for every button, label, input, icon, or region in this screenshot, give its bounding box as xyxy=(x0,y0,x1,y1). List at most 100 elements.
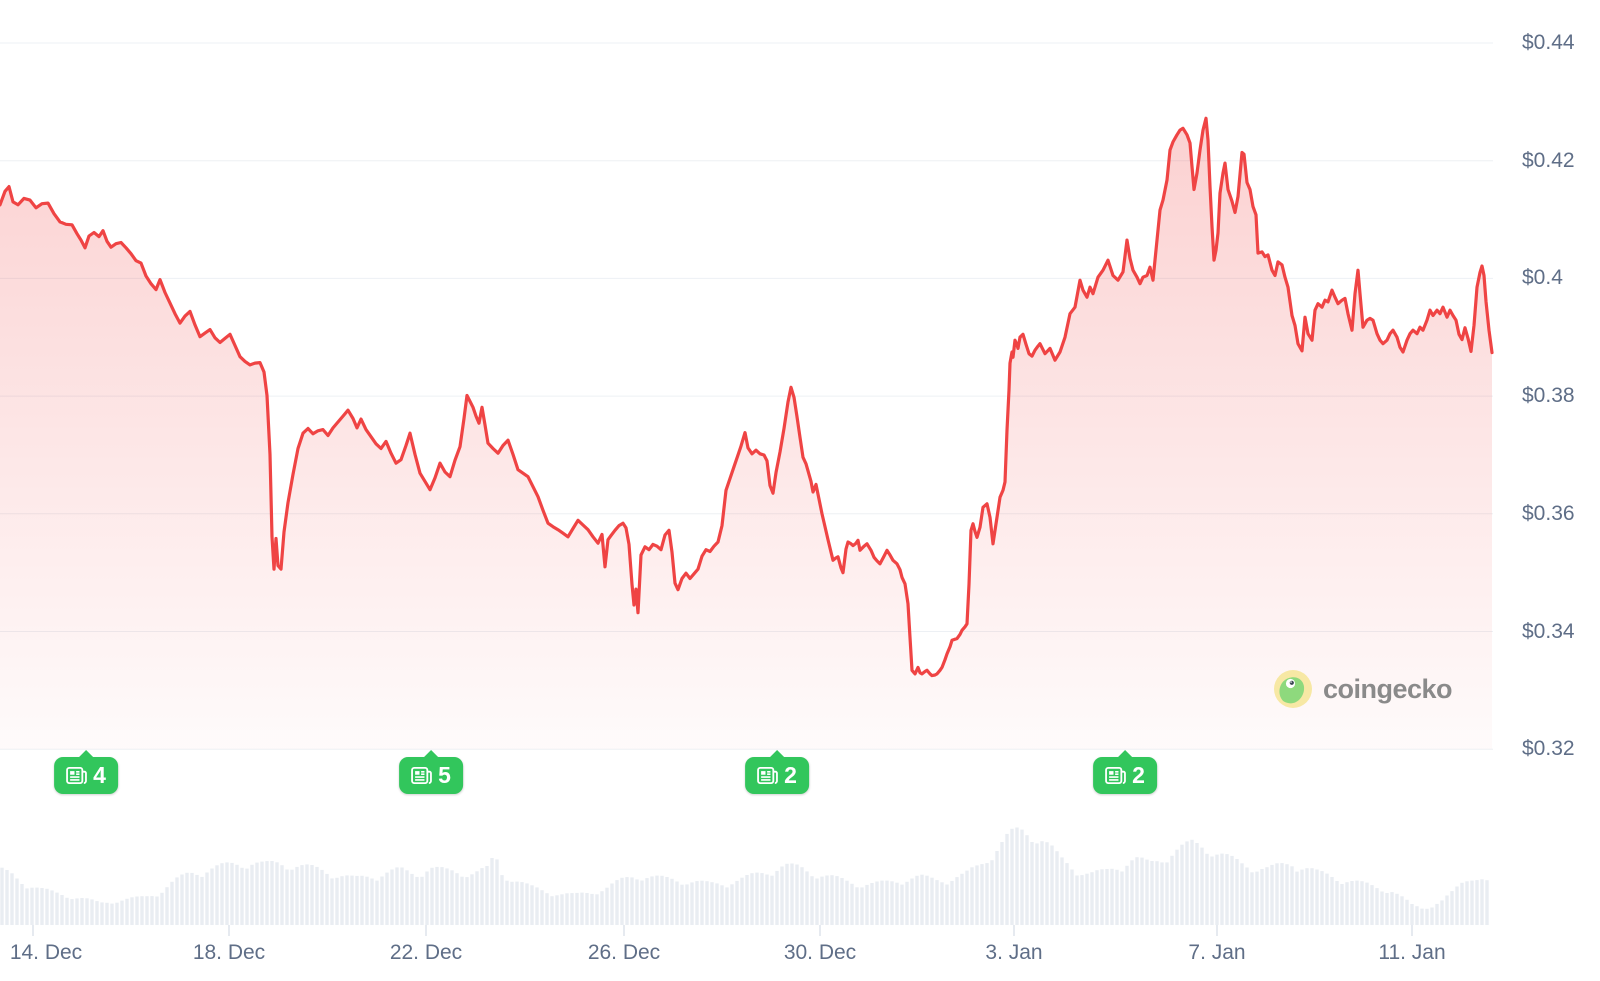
volume-bar xyxy=(635,879,639,925)
volume-bar xyxy=(965,870,969,925)
y-axis-label: $0.44 xyxy=(1522,31,1575,54)
volume-bar xyxy=(345,875,349,925)
volume-bar xyxy=(1320,871,1324,925)
volume-bar xyxy=(0,867,4,925)
x-axis-label: 18. Dec xyxy=(192,941,266,964)
volume-bar xyxy=(445,868,449,925)
volume-bar xyxy=(1310,868,1314,925)
volume-bar xyxy=(875,881,879,925)
volume-bar xyxy=(425,871,429,925)
volume-bar xyxy=(1080,875,1084,925)
volume-bar xyxy=(745,875,749,925)
volume-bar xyxy=(1450,891,1454,925)
volume-bar xyxy=(50,890,54,925)
volume-bar xyxy=(1385,893,1389,925)
volume-bar xyxy=(355,875,359,925)
y-axis-label: $0.34 xyxy=(1522,619,1575,643)
volume-bar xyxy=(230,862,234,925)
volume-bar xyxy=(1330,877,1334,925)
volume-bar xyxy=(1145,859,1149,925)
volume-bar xyxy=(995,851,999,925)
volume-bar xyxy=(5,870,9,925)
news-count: 2 xyxy=(784,762,797,788)
volume-bar xyxy=(615,880,619,925)
volume-bar xyxy=(1415,906,1419,925)
volume-bar xyxy=(1085,873,1089,925)
volume-bar xyxy=(1410,904,1414,925)
volume-bar xyxy=(775,870,779,925)
volume-bar xyxy=(75,898,79,925)
volume-bar xyxy=(815,878,819,925)
volume-bar xyxy=(450,870,454,925)
y-axis-label: $0.32 xyxy=(1522,737,1575,761)
volume-bar xyxy=(570,893,574,925)
volume-bar xyxy=(1200,847,1204,925)
volume-bar xyxy=(340,876,344,925)
news-badge[interactable]: 2 xyxy=(1093,750,1157,794)
volume-bar xyxy=(930,877,934,925)
volume-bar xyxy=(85,898,89,925)
volume-bar xyxy=(1220,853,1224,925)
volume-bar xyxy=(1010,828,1014,925)
volume-bar xyxy=(210,868,214,925)
news-icon xyxy=(411,766,432,784)
volume-bar xyxy=(255,862,259,925)
volume-bar xyxy=(900,884,904,925)
news-badge[interactable]: 4 xyxy=(54,750,118,794)
volume-bar xyxy=(840,878,844,925)
volume-bar xyxy=(1405,899,1409,925)
volume-bar xyxy=(1280,863,1284,925)
volume-bar xyxy=(140,896,144,925)
volume-bar xyxy=(1270,864,1274,925)
volume-bar xyxy=(45,888,49,925)
volume-bar xyxy=(690,882,694,925)
volume-bar xyxy=(1275,863,1279,925)
volume-bar xyxy=(555,895,559,925)
volume-bar xyxy=(1110,868,1114,925)
volume-bar xyxy=(190,872,194,925)
volume-bar xyxy=(730,884,734,925)
volume-bar xyxy=(1335,881,1339,925)
volume-bar xyxy=(850,883,854,925)
volume-bar xyxy=(1140,857,1144,925)
volume-bar xyxy=(115,902,119,925)
volume-bar xyxy=(1260,869,1264,925)
volume-bar xyxy=(1350,881,1354,925)
x-axis-label: 26. Dec xyxy=(587,941,661,964)
volume-bar xyxy=(1180,844,1184,925)
y-axis-label: $0.36 xyxy=(1522,501,1575,525)
volume-bar xyxy=(560,894,564,925)
volume-bar xyxy=(1165,862,1169,925)
volume-bar xyxy=(545,893,549,925)
news-badge[interactable]: 5 xyxy=(399,750,463,794)
volume-bar xyxy=(920,874,924,925)
volume-bar xyxy=(1395,893,1399,925)
volume-bar xyxy=(890,881,894,925)
volume-bar xyxy=(475,871,479,925)
volume-bar xyxy=(750,873,754,925)
volume-bar xyxy=(520,882,524,925)
volume-bar xyxy=(660,875,664,925)
news-icon xyxy=(757,766,778,784)
volume-bar xyxy=(1120,871,1124,925)
volume-bar xyxy=(415,876,419,925)
coingecko-logo-icon xyxy=(1274,670,1312,708)
volume-bar xyxy=(1300,869,1304,925)
volume-bar xyxy=(380,876,384,925)
volume-bar xyxy=(985,863,989,925)
volume-bar xyxy=(845,880,849,925)
volume-bar xyxy=(1485,880,1489,925)
volume-bar xyxy=(680,884,684,925)
volume-bar xyxy=(1290,866,1294,925)
volume-bar xyxy=(620,877,624,925)
volume-bar xyxy=(1190,839,1194,925)
news-badge[interactable]: 2 xyxy=(745,750,809,794)
volume-bar xyxy=(1365,882,1369,925)
volume-bar xyxy=(820,876,824,925)
volume-bar xyxy=(1285,864,1289,925)
volume-bar xyxy=(1035,843,1039,925)
volume-bar xyxy=(185,872,189,925)
volume-bar xyxy=(990,860,994,925)
